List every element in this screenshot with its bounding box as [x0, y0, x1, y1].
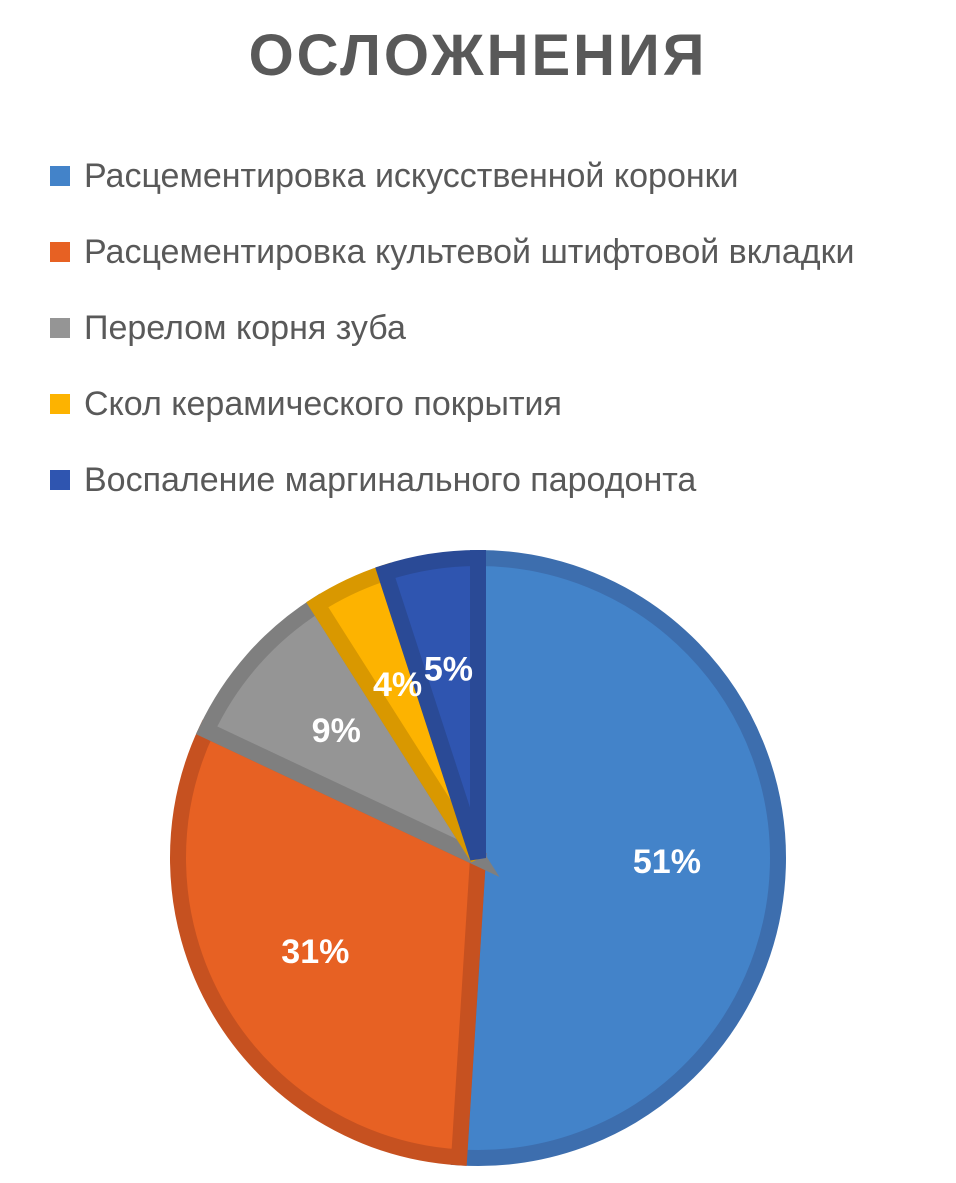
legend-swatch — [50, 318, 70, 338]
pie-slice-crown — [450, 549, 786, 1166]
chart-legend: Расцементировка искусственной коронки Ра… — [50, 138, 854, 518]
legend-item: Скол керамического покрытия — [50, 366, 854, 442]
legend-swatch — [50, 470, 70, 490]
legend-item: Расцементировка искусственной коронки — [50, 138, 854, 214]
data-label-root-fracture: 9% — [312, 712, 361, 750]
legend-label: Воспаление маргинального пародонта — [84, 460, 697, 499]
legend-swatch — [50, 166, 70, 186]
legend-item: Перелом корня зуба — [50, 290, 854, 366]
pie-slice-post-core — [170, 719, 487, 1166]
legend-label: Скол керамического покрытия — [84, 384, 562, 423]
legend-swatch — [50, 394, 70, 414]
pie-slices — [170, 549, 786, 1166]
legend-item: Воспаление маргинального пародонта — [50, 442, 854, 518]
data-label-periodontitis: 5% — [424, 650, 473, 688]
legend-swatch — [50, 242, 70, 262]
pie-slice-root-fracture — [195, 593, 500, 877]
legend-label: Перелом корня зуба — [84, 308, 406, 347]
data-label-crown: 51% — [633, 843, 701, 881]
data-label-ceramic-chip: 4% — [373, 666, 422, 704]
pie-slice-periodontitis — [375, 549, 486, 861]
legend-item: Расцементировка культевой штифтовой вкла… — [50, 214, 854, 290]
data-label-post-core: 31% — [281, 933, 349, 971]
legend-label: Расцементировка искусственной коронки — [84, 156, 739, 195]
pie-labels: 51% 31% 9% 4% 5% — [281, 650, 701, 971]
chart-title: ОСЛОЖНЕНИЯ — [248, 23, 708, 88]
legend-label: Расцементировка культевой штифтовой вкла… — [84, 232, 855, 271]
